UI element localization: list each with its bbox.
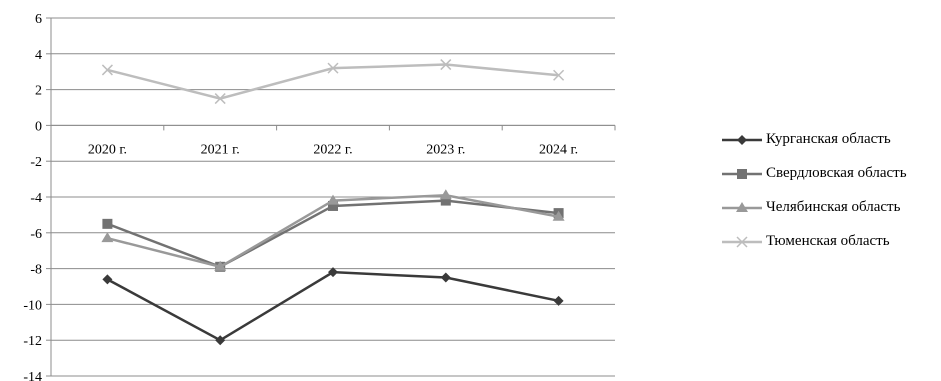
- legend-item: Курганская область: [722, 128, 907, 151]
- x-marker-stroke: [440, 59, 452, 71]
- data-point: [440, 272, 451, 283]
- legend-swatch: [722, 235, 762, 248]
- y-tick-label: -8: [30, 263, 42, 278]
- legend-swatch-marker: [736, 235, 748, 248]
- legend-swatch: [722, 201, 762, 212]
- x-marker-stroke: [101, 64, 113, 76]
- series-1: [102, 267, 564, 346]
- data-point: [328, 267, 338, 278]
- y-tick-label: -12: [23, 334, 42, 349]
- legend-label: Тюменская область: [766, 233, 890, 249]
- legend-item: Тюменская область: [722, 230, 907, 253]
- series-4: [101, 59, 565, 105]
- series-3: [101, 189, 565, 271]
- legend-swatch: [722, 134, 762, 145]
- x-tick-label: 2023 г.: [426, 142, 465, 157]
- y-tick-label: -2: [30, 155, 42, 170]
- legend-swatch-marker: [737, 134, 747, 145]
- legend-swatch: [722, 168, 762, 179]
- series-line: [106, 270, 559, 342]
- data-point: [101, 232, 114, 243]
- data-point: [328, 200, 338, 211]
- series-lines: [101, 59, 565, 346]
- data-point: [102, 274, 113, 285]
- x-marker-stroke: [327, 62, 339, 74]
- legend-swatch-marker: [737, 168, 747, 179]
- y-tick-label: -10: [23, 298, 42, 313]
- legend-swatch-marker: [736, 201, 748, 212]
- legend-label: Свердловская область: [766, 165, 907, 181]
- x-tick-label: 2022 г.: [313, 142, 352, 157]
- y-tick-label: 2: [35, 84, 42, 99]
- y-tick-label: -4: [30, 191, 42, 206]
- x-tick-labels: 2020 г. 2021 г. 2022 г. 2023 г. 2024 г.: [88, 142, 578, 157]
- data-point: [553, 295, 564, 306]
- y-tick-label: 6: [35, 12, 42, 27]
- series-2: [102, 195, 564, 272]
- data-point: [440, 195, 451, 206]
- data-point: [214, 260, 227, 271]
- x-marker-stroke: [214, 93, 226, 105]
- data-point: [102, 218, 113, 229]
- legend-label: Челябинская область: [766, 199, 901, 215]
- x-tick-label: 2020 г.: [88, 142, 127, 157]
- data-point: [327, 62, 339, 74]
- data-point: [327, 194, 339, 205]
- data-point: [553, 69, 565, 81]
- y-tick-label: -6: [30, 227, 42, 242]
- axes: [46, 17, 616, 377]
- legend-item: Челябинская область: [722, 196, 907, 219]
- legend-item: Свердловская область: [722, 162, 907, 185]
- y-tick-label: 4: [35, 48, 42, 63]
- series-line: [107, 63, 559, 100]
- data-point: [214, 93, 226, 105]
- y-tick-label: 0: [35, 119, 42, 134]
- data-point: [101, 64, 113, 76]
- x-marker-stroke: [553, 69, 565, 81]
- data-point: [215, 335, 226, 346]
- y-tick-label: -14: [23, 370, 42, 381]
- data-point: [440, 59, 452, 71]
- x-tick-label: 2021 г.: [201, 142, 240, 157]
- x-tick-label: 2024 г.: [539, 142, 578, 157]
- x-marker-stroke: [736, 235, 748, 248]
- legend-label: Курганская область: [766, 131, 891, 147]
- data-point: [439, 189, 452, 200]
- y-tick-labels: 6 4 2 0 -2 -4 -6 -8 -10 -12 -14: [23, 12, 42, 381]
- legend: Курганская область Свердловская область Че…: [722, 128, 907, 264]
- data-point: [552, 210, 565, 221]
